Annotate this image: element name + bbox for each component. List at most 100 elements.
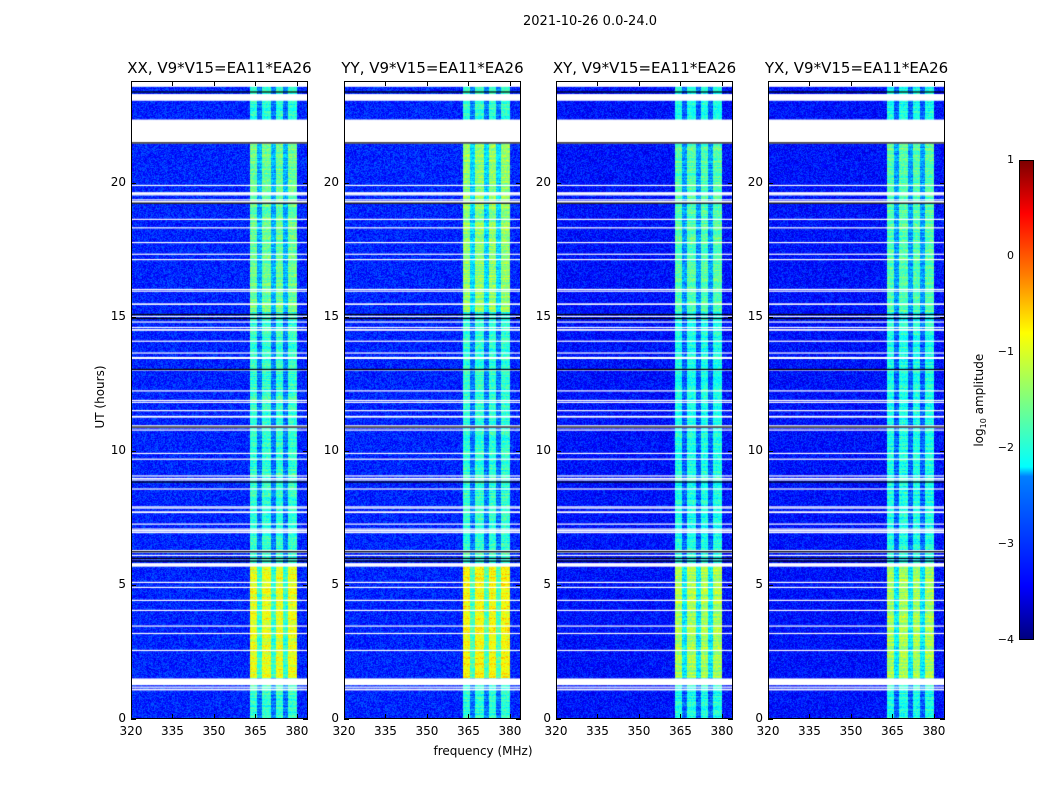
y-tick-mark <box>768 316 773 318</box>
figure-title: 2021-10-26 0.0-24.0 <box>523 14 657 29</box>
y-tick-mark <box>344 182 349 184</box>
x-tick-mark <box>172 81 174 86</box>
x-tick-mark <box>426 714 428 719</box>
x-tick-mark <box>809 714 811 719</box>
x-tick-mark <box>213 714 215 719</box>
y-tick-label: 0 <box>755 711 763 725</box>
y-tick-label: 5 <box>331 576 339 591</box>
x-tick-mark <box>850 714 852 719</box>
y-tick-label: 10 <box>110 442 126 457</box>
x-axis-label: frequency (MHz) <box>433 744 533 758</box>
y-tick-mark <box>131 584 136 586</box>
x-tick-label: 365 <box>244 724 267 738</box>
y-tick-mark <box>768 719 773 720</box>
x-tick-mark <box>131 714 132 719</box>
y-tick-label: 10 <box>747 442 763 457</box>
x-tick-mark <box>768 81 769 86</box>
x-tick-mark <box>296 81 298 86</box>
y-tick-mark <box>344 450 349 452</box>
y-tick-mark <box>768 450 773 452</box>
y-tick-label: 10 <box>323 442 339 457</box>
y-tick-mark <box>940 316 945 318</box>
y-tick-mark <box>303 584 308 586</box>
x-tick-mark <box>680 81 682 86</box>
panel-title: YX, V9*V15=EA11*EA26 <box>764 59 949 77</box>
x-tick-mark <box>556 714 557 719</box>
x-tick-label: 320 <box>544 724 568 738</box>
x-tick-mark <box>556 81 557 86</box>
y-tick-mark <box>516 719 521 720</box>
x-tick-mark <box>509 714 511 719</box>
x-tick-mark <box>385 714 387 719</box>
x-tick-mark <box>296 714 298 719</box>
y-tick-label: 0 <box>543 711 551 725</box>
x-tick-label: 380 <box>498 724 522 738</box>
panel-title: XY, V9*V15=EA11*EA26 <box>552 59 737 77</box>
y-tick-mark <box>556 584 561 586</box>
y-tick-mark <box>516 584 521 586</box>
y-tick-mark <box>728 450 733 452</box>
y-tick-mark <box>940 182 945 184</box>
y-tick-mark <box>556 316 561 318</box>
x-tick-label: 335 <box>586 724 609 738</box>
panel-title: XX, V9*V15=EA11*EA26 <box>127 59 312 77</box>
colorbar-tick-label: 0 <box>1007 249 1014 262</box>
x-tick-mark <box>680 714 682 719</box>
y-tick-label: 20 <box>323 174 339 189</box>
x-tick-label: 350 <box>202 724 226 738</box>
y-tick-mark <box>556 719 561 720</box>
colorbar-tick-label: −3 <box>997 537 1014 550</box>
y-tick-mark <box>303 182 308 184</box>
colorbar-label-main: log <box>971 428 986 447</box>
y-tick-label: 15 <box>747 308 763 323</box>
x-tick-label: 365 <box>457 724 480 738</box>
x-tick-mark <box>255 81 257 86</box>
x-tick-mark <box>892 714 894 719</box>
x-tick-mark <box>933 81 935 86</box>
y-tick-mark <box>940 450 945 452</box>
x-tick-label: 320 <box>332 724 356 738</box>
y-tick-label: 10 <box>535 442 551 457</box>
y-tick-label: 15 <box>110 308 126 323</box>
x-tick-mark <box>638 81 640 86</box>
y-tick-mark <box>131 182 136 184</box>
colorbar-label: log10 amplitude <box>972 340 988 460</box>
x-tick-mark <box>721 714 723 719</box>
x-tick-mark <box>597 714 599 719</box>
y-tick-mark <box>940 584 945 586</box>
y-tick-label: 15 <box>323 308 339 323</box>
y-tick-mark <box>344 719 349 720</box>
y-tick-mark <box>768 182 773 184</box>
x-tick-mark <box>468 81 470 86</box>
y-tick-mark <box>516 316 521 318</box>
y-tick-mark <box>303 316 308 318</box>
y-tick-mark <box>131 316 136 318</box>
y-tick-mark <box>728 182 733 184</box>
x-tick-label: 350 <box>627 724 651 738</box>
x-tick-label: 365 <box>881 724 904 738</box>
waterfall-panel <box>556 81 733 719</box>
y-tick-label: 5 <box>118 576 126 591</box>
x-tick-mark <box>638 714 640 719</box>
y-tick-label: 15 <box>535 308 551 323</box>
x-tick-label: 320 <box>119 724 143 738</box>
x-tick-label: 335 <box>161 724 184 738</box>
heatmap-image <box>769 82 944 718</box>
x-tick-label: 380 <box>710 724 734 738</box>
x-tick-mark <box>385 81 387 86</box>
colorbar-tick-label: −2 <box>997 441 1014 454</box>
x-tick-mark <box>172 714 174 719</box>
y-tick-label: 5 <box>543 576 551 591</box>
x-tick-mark <box>509 81 511 86</box>
x-tick-label: 350 <box>839 724 863 738</box>
x-tick-mark <box>344 714 345 719</box>
y-tick-mark <box>728 719 733 720</box>
y-tick-mark <box>516 182 521 184</box>
x-tick-mark <box>809 81 811 86</box>
colorbar-tick-label: −4 <box>997 633 1014 646</box>
x-tick-mark <box>344 81 345 86</box>
y-axis-label: UT (hours) <box>93 365 107 429</box>
x-tick-mark <box>768 714 769 719</box>
y-tick-mark <box>303 719 308 720</box>
panel-title: YY, V9*V15=EA11*EA26 <box>341 59 524 77</box>
